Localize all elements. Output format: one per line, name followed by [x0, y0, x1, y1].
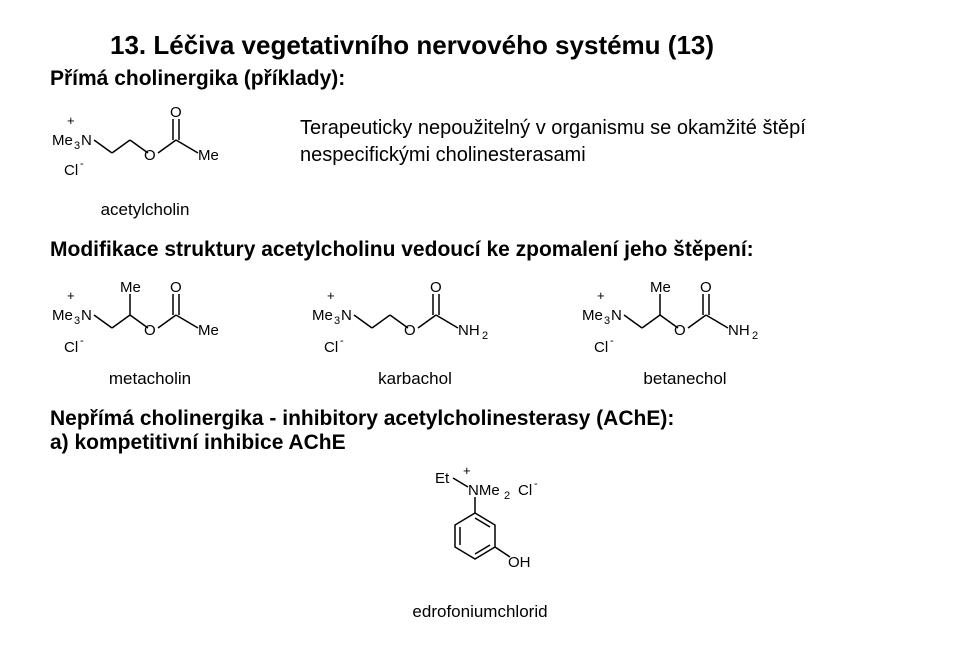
svg-text:Me: Me [120, 279, 141, 296]
svg-text:Cl: Cl [64, 339, 78, 356]
svg-text:-: - [80, 158, 84, 170]
svg-text:2: 2 [752, 330, 758, 342]
caption-acetylcholin: acetylcholin [50, 200, 240, 220]
therapy-line2: nespecifickými cholinesterasami [300, 144, 586, 166]
svg-text:NMe: NMe [468, 482, 500, 499]
svg-text:Me: Me [198, 147, 219, 164]
svg-text:N: N [341, 307, 352, 324]
svg-text:O: O [674, 322, 686, 339]
svg-text:O: O [144, 322, 156, 339]
caption-karbachol: karbachol [310, 369, 520, 389]
svg-text:O: O [170, 279, 182, 296]
svg-text:-: - [340, 335, 344, 347]
svg-text:Cl: Cl [64, 162, 78, 179]
svg-text:O: O [700, 279, 712, 296]
row-acetylcholine: Me 3 N + O O Me Cl - [50, 103, 910, 220]
svg-text:Me: Me [582, 307, 603, 324]
svg-text:3: 3 [604, 315, 610, 327]
mol-acetylcholin: Me 3 N + O O Me Cl - [50, 103, 240, 220]
modification-heading: Modifikace struktury acetylcholinu vedou… [50, 238, 910, 262]
indirect-heading-1: Nepřímá cholinergika - inhibitory acetyl… [50, 407, 910, 431]
therapy-line1: Terapeuticky nepoužitelný v organismu se… [300, 117, 806, 139]
svg-text:OH: OH [508, 554, 531, 571]
svg-text:Cl: Cl [324, 339, 338, 356]
svg-text:Me: Me [52, 307, 73, 324]
indirect-heading-2: a) kompetitivní inhibice AChE [50, 431, 910, 455]
svg-text:NH: NH [728, 322, 750, 339]
svg-text:3: 3 [74, 140, 80, 152]
svg-text:NH: NH [458, 322, 480, 339]
svg-text:3: 3 [334, 315, 340, 327]
mol-metacholin: Me 3 N + Me O O Me Cl - metacho [50, 272, 250, 389]
therapy-text: Terapeuticky nepoužitelný v organismu se… [300, 115, 806, 169]
svg-text:-: - [610, 335, 614, 347]
subtitle: Přímá cholinergika (příklady): [50, 67, 910, 91]
caption-betanechol: betanechol [580, 369, 790, 389]
svg-text:N: N [611, 307, 622, 324]
svg-text:+: + [597, 288, 605, 303]
svg-text:Me: Me [52, 132, 73, 149]
svg-text:3: 3 [74, 315, 80, 327]
svg-text:+: + [67, 113, 75, 128]
svg-text:Me: Me [650, 279, 671, 296]
svg-text:O: O [170, 104, 182, 121]
caption-metacholin: metacholin [50, 369, 250, 389]
svg-text:-: - [534, 478, 538, 490]
caption-edrofonium: edrofoniumchlorid [50, 602, 910, 622]
svg-text:2: 2 [482, 330, 488, 342]
svg-text:N: N [81, 132, 92, 149]
svg-text:-: - [80, 335, 84, 347]
mol-betanechol: Me 3 N + Me O O NH 2 Cl - betane [580, 272, 790, 389]
svg-text:O: O [144, 147, 156, 164]
svg-text:+: + [463, 465, 471, 478]
svg-text:Me: Me [312, 307, 333, 324]
svg-text:+: + [67, 288, 75, 303]
svg-text:N: N [81, 307, 92, 324]
svg-text:Cl: Cl [594, 339, 608, 356]
svg-text:2: 2 [504, 490, 510, 502]
svg-text:O: O [404, 322, 416, 339]
svg-text:O: O [430, 279, 442, 296]
mol-karbachol: Me 3 N + O O NH 2 Cl - karbachol [310, 272, 520, 389]
mol-edrofonium: Et + NMe 2 Cl - OH edrofoniumchlorid [50, 465, 910, 622]
page-title: 13. Léčiva vegetativního nervového systé… [110, 30, 910, 61]
svg-text:Cl: Cl [518, 482, 532, 499]
svg-text:Me: Me [198, 322, 219, 339]
svg-text:Et: Et [435, 470, 450, 487]
row-modifications: Me 3 N + Me O O Me Cl - metacho [50, 272, 910, 389]
svg-text:+: + [327, 288, 335, 303]
